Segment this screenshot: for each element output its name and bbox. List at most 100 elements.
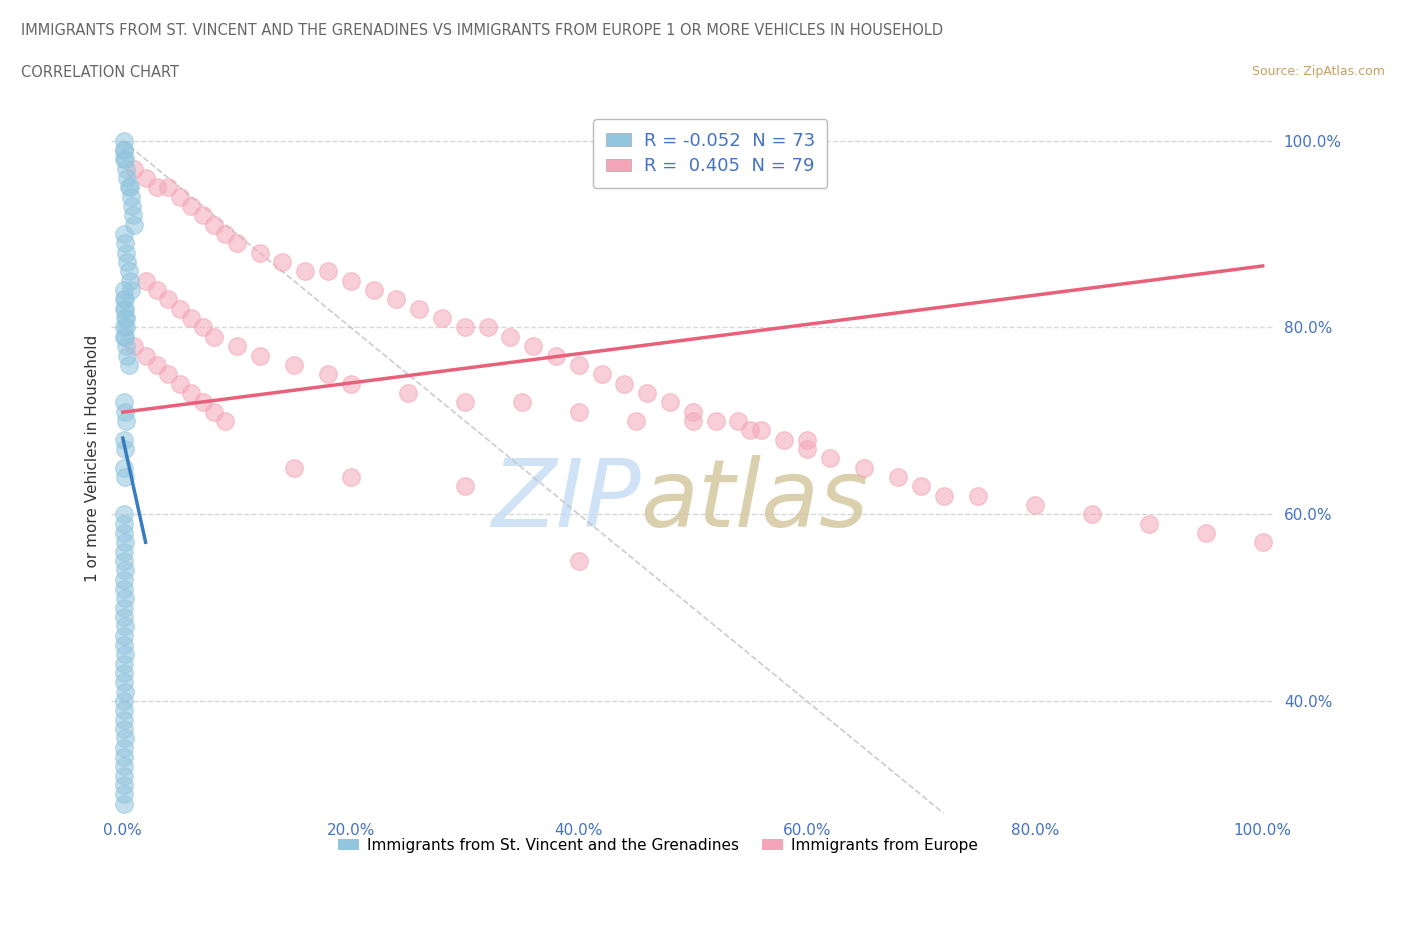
Point — [180, 199, 202, 214]
Point — [591, 366, 613, 381]
Point — [339, 376, 361, 391]
Point — [112, 142, 135, 157]
Point — [112, 609, 135, 624]
Point — [1137, 516, 1160, 531]
Legend: Immigrants from St. Vincent and the Grenadines, Immigrants from Europe: Immigrants from St. Vincent and the Gren… — [332, 831, 984, 858]
Point — [225, 236, 247, 251]
Text: atlas: atlas — [640, 456, 869, 546]
Point — [796, 442, 818, 457]
Point — [115, 339, 138, 353]
Point — [112, 301, 135, 316]
Point — [169, 190, 191, 205]
Point — [202, 329, 225, 344]
Point — [112, 759, 135, 774]
Point — [363, 283, 385, 298]
Point — [749, 423, 772, 438]
Point — [117, 357, 139, 372]
Point — [1251, 535, 1274, 550]
Point — [454, 320, 477, 335]
Point — [180, 385, 202, 400]
Point — [887, 470, 910, 485]
Point — [214, 227, 236, 242]
Point — [146, 283, 169, 298]
Point — [271, 255, 294, 270]
Point — [214, 414, 236, 429]
Point — [818, 451, 841, 466]
Point — [658, 394, 681, 409]
Point — [510, 394, 533, 409]
Point — [117, 180, 139, 195]
Point — [117, 264, 139, 279]
Text: CORRELATION CHART: CORRELATION CHART — [21, 65, 179, 80]
Point — [114, 591, 136, 605]
Point — [146, 357, 169, 372]
Point — [112, 666, 135, 681]
Point — [112, 432, 135, 447]
Point — [180, 311, 202, 325]
Point — [112, 768, 135, 783]
Point — [122, 218, 145, 232]
Point — [115, 311, 138, 325]
Point — [112, 133, 135, 148]
Point — [682, 414, 704, 429]
Point — [117, 348, 139, 363]
Point — [316, 366, 339, 381]
Point — [114, 731, 136, 746]
Point — [112, 600, 135, 615]
Point — [112, 657, 135, 671]
Point — [932, 488, 955, 503]
Point — [114, 311, 136, 325]
Point — [249, 246, 271, 260]
Point — [544, 348, 567, 363]
Point — [135, 348, 157, 363]
Point — [396, 385, 419, 400]
Point — [773, 432, 796, 447]
Point — [120, 283, 142, 298]
Point — [118, 180, 141, 195]
Point — [169, 376, 191, 391]
Point — [430, 311, 453, 325]
Text: IMMIGRANTS FROM ST. VINCENT AND THE GRENADINES VS IMMIGRANTS FROM EUROPE 1 OR MO: IMMIGRANTS FROM ST. VINCENT AND THE GREN… — [21, 23, 943, 38]
Point — [114, 470, 136, 485]
Point — [910, 479, 932, 494]
Point — [191, 208, 214, 223]
Point — [114, 236, 136, 251]
Point — [112, 750, 135, 764]
Point — [157, 292, 180, 307]
Point — [796, 432, 818, 447]
Point — [339, 470, 361, 485]
Point — [112, 572, 135, 587]
Point — [249, 348, 271, 363]
Text: Source: ZipAtlas.com: Source: ZipAtlas.com — [1251, 65, 1385, 78]
Point — [112, 227, 135, 242]
Point — [112, 142, 135, 157]
Y-axis label: 1 or more Vehicles in Household: 1 or more Vehicles in Household — [86, 335, 100, 582]
Point — [112, 292, 135, 307]
Text: ZIP: ZIP — [491, 456, 640, 546]
Point — [114, 684, 136, 699]
Point — [112, 694, 135, 709]
Point — [704, 414, 727, 429]
Point — [112, 507, 135, 522]
Point — [522, 339, 544, 353]
Point — [122, 339, 145, 353]
Point — [1080, 507, 1102, 522]
Point — [112, 629, 135, 644]
Point — [115, 414, 138, 429]
Point — [499, 329, 522, 344]
Point — [568, 405, 591, 419]
Point — [112, 703, 135, 718]
Point — [114, 647, 136, 662]
Point — [316, 264, 339, 279]
Point — [682, 405, 704, 419]
Point — [157, 366, 180, 381]
Point — [157, 180, 180, 195]
Point — [408, 301, 430, 316]
Point — [114, 535, 136, 550]
Point — [568, 357, 591, 372]
Point — [114, 329, 136, 344]
Point — [1195, 525, 1218, 540]
Point — [191, 320, 214, 335]
Point — [385, 292, 408, 307]
Point — [115, 161, 138, 176]
